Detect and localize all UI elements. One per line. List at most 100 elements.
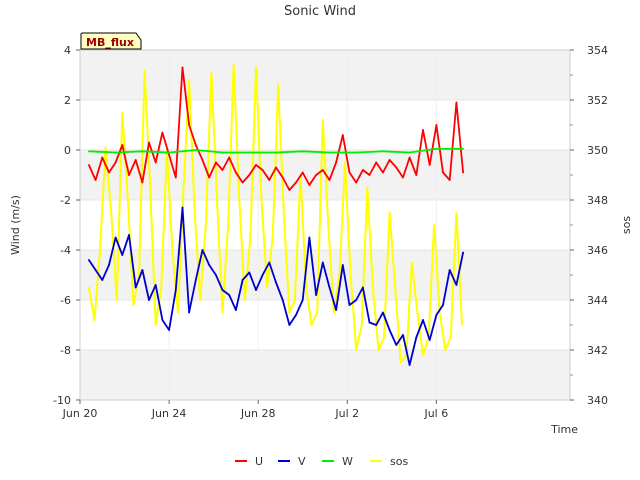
data-point-sos-15 [171,249,174,251]
data-point-u-32 [301,171,304,174]
y2-axis-ticks: 340 342 344 346 348 350 352 354 [570,44,608,407]
data-point-v-46 [395,344,398,346]
data-point-u-5 [121,144,124,146]
data-point-u-31 [295,181,297,184]
series-v [88,206,464,366]
data-point-u-21 [228,156,231,159]
data-point-sos-60 [422,354,424,356]
data-point-sos-35 [282,211,285,214]
data-point-w-5 [221,151,224,154]
band-0 [80,50,570,100]
data-point-v-50 [422,319,424,321]
data-point-v-29 [281,299,284,301]
data-point-sos-32 [266,286,268,289]
y-tick-label-5: 0 [64,144,71,157]
legend-label-v: V [298,455,306,468]
data-point-v-25 [255,289,257,291]
legend-label-w: W [342,455,353,468]
data-point-u-14 [181,66,184,69]
data-point-v-7 [134,286,137,289]
y-axis-label: Wind (m/s) [9,195,22,255]
legend-item-u: U [235,455,263,468]
y2-tick-label-7: 354 [587,44,608,57]
data-point-sos-13 [160,286,163,289]
data-point-w-11 [382,150,384,153]
data-point-v-34 [315,294,317,296]
legend-item-w: W [322,455,353,468]
data-point-sos-20 [199,299,202,301]
data-point-v-18 [208,264,211,266]
gridlines [79,49,570,401]
data-point-u-8 [141,181,144,184]
data-point-u-35 [321,169,324,171]
data-point-u-43 [375,161,378,164]
data-point-u-27 [268,179,271,181]
data-point-u-45 [388,159,391,161]
data-point-v-27 [268,261,271,264]
data-point-sos-7 [127,199,129,201]
data-point-v-32 [301,299,304,301]
data-point-sos-58 [411,261,413,264]
data-point-sos-26 [232,64,235,66]
data-point-u-26 [261,169,264,171]
data-point-v-9 [148,299,150,301]
data-point-v-23 [241,279,244,281]
data-point-v-4 [114,236,117,239]
data-point-u-24 [248,174,251,176]
data-point-sos-43 [327,224,330,226]
data-point-u-52 [435,124,438,126]
data-point-sos-53 [383,336,385,339]
data-point-sos-47 [349,274,352,276]
legend-label-u: U [255,455,263,468]
data-point-u-7 [134,159,137,161]
data-point-sos-8 [132,304,135,306]
data-point-v-5 [121,254,124,256]
y2-tick-label-2: 344 [587,294,608,307]
data-point-v-14 [181,206,184,209]
data-point-v-2 [101,279,104,281]
data-point-w-6 [248,151,251,154]
data-point-sos-49 [360,324,363,326]
data-point-u-16 [194,144,197,146]
data-point-u-51 [428,164,431,166]
data-point-sos-67 [461,324,463,326]
data-point-v-16 [194,279,197,281]
data-point-sos-46 [344,161,346,164]
y-tick-label-6: 2 [64,94,71,107]
data-point-u-3 [108,171,110,174]
y-axis-ticks: -10 -8 -6 -4 -2 0 2 4 [53,44,80,407]
data-point-sos-37 [294,299,296,301]
data-point-sos-36 [288,311,291,314]
data-point-v-30 [288,324,291,326]
data-point-v-8 [141,269,144,271]
data-point-v-12 [168,329,171,331]
y-tick-label-7: 4 [64,44,71,57]
data-point-u-54 [448,179,451,181]
data-point-u-10 [154,161,157,164]
data-point-u-46 [395,166,398,169]
data-point-sos-18 [188,79,191,81]
data-point-sos-3 [104,146,107,149]
data-point-v-45 [388,329,391,331]
data-point-sos-16 [177,311,179,314]
data-point-v-28 [275,281,277,284]
data-point-w-7 [275,151,277,154]
data-point-sos-10 [143,69,146,71]
data-point-v-19 [215,274,217,276]
data-point-w-8 [301,150,304,153]
series-u [88,66,464,191]
data-point-u-44 [382,171,384,174]
badge-box [80,32,142,50]
series-sos [87,64,463,364]
data-point-w-13 [435,147,438,150]
data-point-u-6 [128,174,130,176]
data-point-sos-34 [277,84,280,86]
data-point-v-55 [455,284,458,286]
x-tick-label-3: Jul 2 [334,407,359,420]
data-point-sos-29 [249,236,252,239]
data-point-w-9 [328,151,331,154]
data-point-sos-56 [399,361,402,364]
data-point-u-49 [415,174,418,176]
data-point-sos-44 [333,311,335,314]
